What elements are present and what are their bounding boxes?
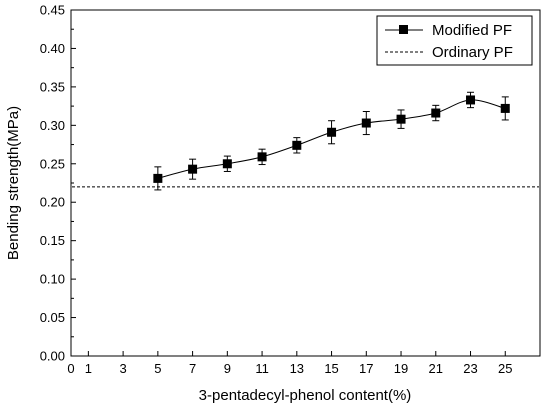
x-tick-label-2: 3 <box>119 361 126 376</box>
square-marker <box>361 118 371 128</box>
y-tick-label-8: 0.40 <box>40 41 65 56</box>
square-marker <box>257 152 267 162</box>
x-tick-label-7: 13 <box>290 361 304 376</box>
y-tick-label-0: 0.00 <box>40 349 65 364</box>
modified-pf-point-2 <box>222 155 232 172</box>
plot-area <box>70 9 541 357</box>
square-marker <box>292 140 302 150</box>
square-marker <box>431 108 441 118</box>
x-tick-label-9: 17 <box>359 361 373 376</box>
modified-pf-point-6 <box>361 110 371 136</box>
legend-ordinary-pf-label: Ordinary PF <box>432 44 513 61</box>
modified-pf-point-9 <box>466 91 476 109</box>
x-tick-label-1: 1 <box>85 361 92 376</box>
y-tick-label-7: 0.35 <box>40 79 65 94</box>
square-marker <box>327 127 337 137</box>
x-tick-label-8: 15 <box>324 361 338 376</box>
square-marker <box>188 164 198 174</box>
square-marker <box>153 173 163 183</box>
legend-modified-pf-marker <box>399 25 408 34</box>
y-tick-label-9: 0.45 <box>40 3 65 18</box>
x-tick-label-11: 21 <box>429 361 443 376</box>
y-tick-label-6: 0.30 <box>40 118 65 133</box>
x-tick-label-5: 9 <box>224 361 231 376</box>
legend-box <box>376 15 533 66</box>
x-tick-label-13: 25 <box>498 361 512 376</box>
modified-pf-point-7 <box>396 109 406 129</box>
x-tick-label-12: 23 <box>463 361 477 376</box>
modified-pf-point-3 <box>257 148 267 166</box>
modified-pf-point-1 <box>188 158 198 180</box>
x-tick-label-3: 5 <box>154 361 161 376</box>
square-marker <box>500 103 510 113</box>
square-marker <box>222 159 232 169</box>
axis-ticks: 0 1 3 5 7 9 11 13 15 17 19 21 23 250.000.050.100.150.… <box>40 3 513 377</box>
x-tick-label-0: 0 <box>67 361 74 376</box>
modified-pf-layer <box>153 91 510 191</box>
x-tick-label-4: 7 <box>189 361 196 376</box>
legend: Modified PF Ordinary PF <box>376 15 533 66</box>
y-tick-label-5: 0.25 <box>40 156 65 171</box>
square-marker <box>396 114 406 124</box>
modified-pf-point-8 <box>431 104 441 122</box>
x-tick-label-10: 19 <box>394 361 408 376</box>
y-axis-title: Bending strength(MPa) <box>5 106 22 260</box>
modified-pf-point-10 <box>500 96 510 121</box>
x-tick-label-6: 11 <box>255 361 269 376</box>
modified-pf-point-0 <box>153 166 163 191</box>
modified-pf-point-4 <box>292 137 302 154</box>
y-tick-label-4: 0.20 <box>40 195 65 210</box>
modified-pf-point-5 <box>327 120 337 145</box>
x-axis-title: 3-pentadecyl-phenol content(%) <box>199 387 412 404</box>
square-marker <box>466 95 476 105</box>
y-tick-label-1: 0.05 <box>40 310 65 325</box>
y-tick-label-2: 0.10 <box>40 272 65 287</box>
y-tick-label-3: 0.15 <box>40 233 65 248</box>
legend-modified-pf-label: Modified PF <box>432 22 512 39</box>
